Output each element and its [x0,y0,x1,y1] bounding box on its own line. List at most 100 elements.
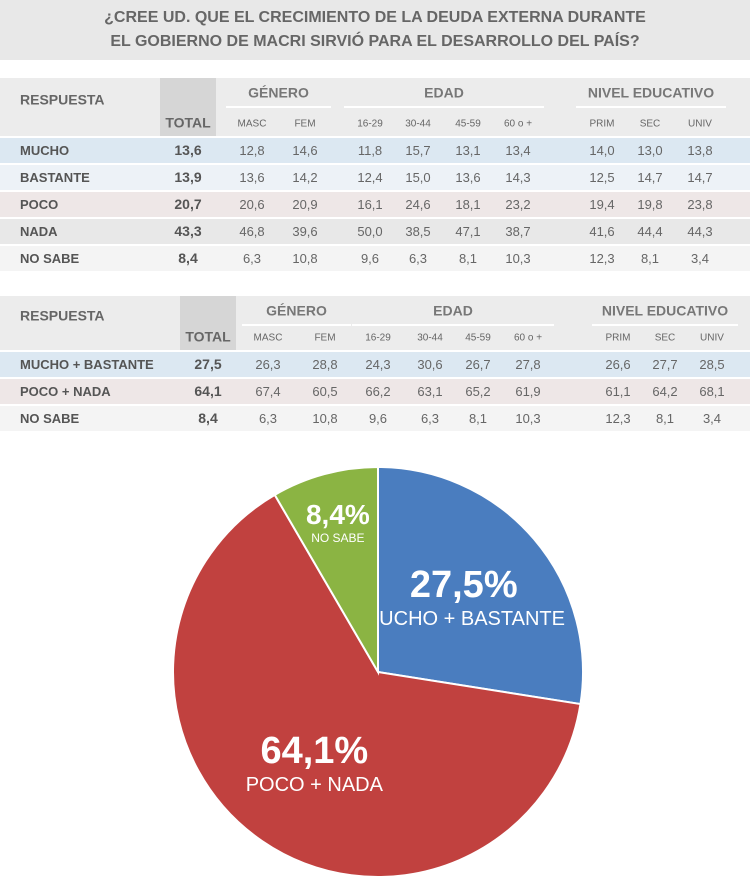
total-header-background [180,296,236,350]
cell: 13,6 [455,170,480,185]
cell: 66,2 [365,384,390,399]
cell: 67,4 [255,384,280,399]
cell: 44,4 [637,224,662,239]
column-header: FEM [294,119,315,130]
column-header: UNIV [688,119,712,130]
cell: 8,1 [641,251,659,266]
total-cell: 20,7 [174,196,201,212]
cell: 20,9 [292,197,317,212]
slice-category-label: NO SABE [311,531,364,545]
cell: 28,5 [699,357,724,372]
cell: 10,3 [515,411,540,426]
header-background [0,296,750,350]
header-respuesta: RESPUESTA [20,308,105,324]
cell: 18,1 [455,197,480,212]
cell: 14,3 [505,170,530,185]
cell: 3,4 [691,251,709,266]
row-label: NO SABE [20,411,80,426]
cell: 41,6 [589,224,614,239]
cell: 27,8 [515,357,540,372]
column-header: PRIM [606,333,631,344]
row-background [0,192,750,217]
cell: 23,2 [505,197,530,212]
cell: 12,4 [357,170,382,185]
row-background [0,379,750,404]
cell: 64,2 [652,384,677,399]
cell: 44,3 [687,224,712,239]
cell: 12,5 [589,170,614,185]
cell: 13,0 [637,143,662,158]
cell: 28,8 [312,357,337,372]
cell: 19,4 [589,197,614,212]
cell: 63,1 [417,384,442,399]
cell: 14,2 [292,170,317,185]
cell: 30,6 [417,357,442,372]
cell: 6,3 [421,411,439,426]
total-cell: 8,4 [178,250,198,266]
row-background [0,219,750,244]
pie-slice [377,465,584,706]
row-label: POCO + NADA [20,384,111,399]
group-header: NIVEL EDUCATIVO [588,85,714,101]
slice-category-label: POCO + NADA [246,774,384,796]
column-header: MASC [238,119,267,130]
cell: 50,0 [357,224,382,239]
column-header: 16-29 [365,333,391,344]
title-line: ¿CREE UD. QUE EL CRECIMIENTO DE LA DEUDA… [104,9,646,26]
cell: 13,8 [687,143,712,158]
cell: 13,1 [455,143,480,158]
slice-value-label: 27,5% [410,564,518,606]
row-label: NO SABE [20,251,80,266]
header-total: TOTAL [185,329,231,345]
row-label: MUCHO [20,143,69,158]
cell: 8,1 [656,411,674,426]
cell: 20,6 [239,197,264,212]
header-respuesta: RESPUESTA [20,92,105,108]
header-total: TOTAL [165,115,211,131]
cell: 12,3 [605,411,630,426]
cell: 8,1 [469,411,487,426]
cell: 6,3 [409,251,427,266]
cell: 23,8 [687,197,712,212]
total-cell: 64,1 [194,383,221,399]
title-band [0,0,750,60]
cell: 26,3 [255,357,280,372]
group-header: NIVEL EDUCATIVO [602,303,728,319]
column-header: UNIV [700,333,724,344]
group-header: EDAD [433,303,473,319]
total-header-background [160,78,216,136]
row-background [0,165,750,190]
column-header: 30-44 [417,333,443,344]
total-cell: 43,3 [174,223,201,239]
cell: 24,3 [365,357,390,372]
group-header: EDAD [424,85,464,101]
row-background [0,352,750,377]
cell: 16,1 [357,197,382,212]
cell: 15,0 [405,170,430,185]
cell: 38,5 [405,224,430,239]
cell: 68,1 [699,384,724,399]
cell: 61,9 [515,384,540,399]
cell: 60,5 [312,384,337,399]
column-header: PRIM [590,119,615,130]
row-label: MUCHO + BASTANTE [20,357,154,372]
cell: 19,8 [637,197,662,212]
cell: 61,1 [605,384,630,399]
row-label: NADA [20,224,58,239]
cell: 12,3 [589,251,614,266]
cell: 11,8 [358,143,382,158]
group-header: GÉNERO [266,303,327,319]
cell: 8,1 [459,251,477,266]
cell: 6,3 [243,251,261,266]
cell: 27,7 [652,357,677,372]
total-cell: 8,4 [198,410,218,426]
cell: 46,8 [239,224,264,239]
row-label: BASTANTE [20,170,90,185]
column-header: 60 o + [514,333,542,344]
cell: 14,0 [589,143,614,158]
cell: 38,7 [505,224,530,239]
cell: 26,7 [465,357,490,372]
column-header: FEM [314,333,335,344]
pie-slice [172,493,582,878]
